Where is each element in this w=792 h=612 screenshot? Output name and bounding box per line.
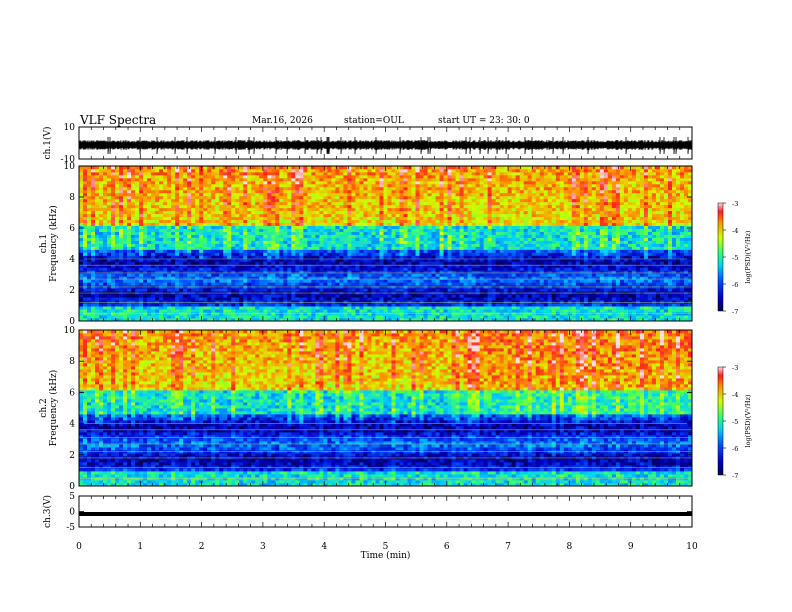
colorbar-tick: -3 <box>732 364 738 372</box>
colorbar-label: log(PSD)(V²/Hz) <box>744 230 752 283</box>
xtick-label: 7 <box>505 542 511 552</box>
colorbar-tick: -3 <box>732 200 738 208</box>
ytick-label: 2 <box>69 286 75 296</box>
xtick-label: 5 <box>383 542 389 552</box>
xtick-label: 2 <box>199 542 205 552</box>
ytick-label: 0 <box>69 508 75 518</box>
ytick-label: 10 <box>64 123 76 133</box>
ytick-label: 6 <box>69 388 75 398</box>
colorbar-tick: -7 <box>732 472 738 480</box>
ytick-label: 10 <box>64 162 76 172</box>
colorbar-tick: -5 <box>732 254 738 262</box>
ylabel-4: ch.3(V) <box>42 495 53 528</box>
ytick-label: 8 <box>69 193 75 203</box>
ytick-label: 2 <box>69 451 75 461</box>
xtick-label: 0 <box>76 542 82 552</box>
ytick-label: 4 <box>69 255 75 265</box>
colorbar-tick: -5 <box>732 418 738 426</box>
station-label: station=OUL <box>344 116 404 126</box>
ytick-label: 5 <box>69 492 75 502</box>
colorbar-2 <box>717 366 724 476</box>
ylabel-1: ch.1(V) <box>42 127 53 160</box>
colorbar-1 <box>717 202 724 312</box>
ytick-label: 10 <box>64 326 76 336</box>
colorbar-tick: -4 <box>732 391 738 399</box>
start-time-label: start UT = 23: 30: 0 <box>438 116 530 126</box>
spectrogram-2-image <box>79 330 693 487</box>
ytick-label: 0 <box>69 482 75 492</box>
xtick-label: 4 <box>321 542 327 552</box>
ylabel-3: ch.2 <box>39 398 49 417</box>
xtick-label: 1 <box>137 542 143 552</box>
ylabel-2: ch.1 <box>39 234 49 253</box>
ylabel-3: Frequency (kHz) <box>48 370 59 447</box>
date-label: Mar.16, 2026 <box>252 116 313 126</box>
colorbar-tick: -7 <box>732 308 738 316</box>
xtick-label: 6 <box>444 542 450 552</box>
colorbar-tick: -6 <box>732 281 738 289</box>
xaxis-label: Time (min) <box>361 550 411 561</box>
ytick-label: 6 <box>69 224 75 234</box>
colorbar-tick: -6 <box>732 445 738 453</box>
figure-title: VLF Spectra <box>80 113 157 127</box>
xtick-label: 8 <box>567 542 573 552</box>
ytick-label: -10 <box>61 155 76 165</box>
ytick-label: -5 <box>66 523 75 533</box>
colorbar-tick: -4 <box>732 227 738 235</box>
xtick-label: 10 <box>686 542 698 552</box>
colorbar-label: log(PSD)(V²/Hz) <box>744 394 752 447</box>
spectrogram-1-image <box>79 166 693 322</box>
ylabel-2: Frequency (kHz) <box>48 205 59 282</box>
xtick-label: 3 <box>260 542 266 552</box>
waveform-ch1-trace <box>78 137 693 155</box>
ytick-label: 0 <box>69 317 75 327</box>
ytick-label: 4 <box>69 420 75 430</box>
ytick-label: 8 <box>69 357 75 367</box>
xtick-label: 9 <box>628 542 634 552</box>
